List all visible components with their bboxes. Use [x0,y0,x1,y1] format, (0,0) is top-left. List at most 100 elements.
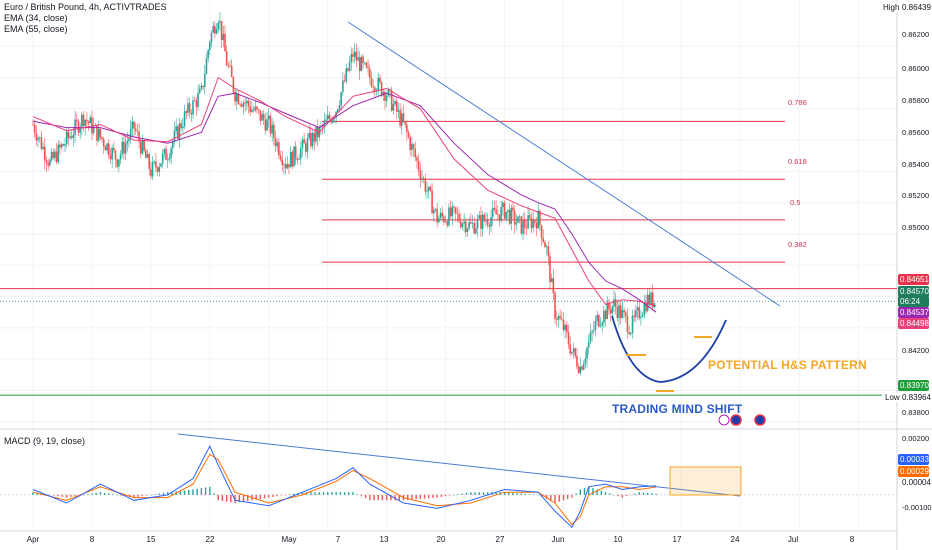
candle-body [42,146,44,150]
candle-body [321,126,324,127]
candle-body [598,315,600,327]
macd-hist-bar [588,486,590,495]
macd-hist-bar [419,494,422,499]
candle-body [483,214,486,221]
candle-body [138,131,140,142]
candle-body [619,305,622,318]
candle-body [426,190,428,192]
candle-body [643,302,646,315]
candle-body [279,155,282,160]
candle-body [32,124,34,126]
candle-body [207,50,209,59]
candle-body [572,348,575,352]
x-tick: 27 [495,535,505,544]
candle-body [69,136,71,138]
macd-hist-bar [478,492,480,495]
macd-hist-bar [520,493,523,495]
candle-body [502,202,504,208]
macd-hist-bar [571,494,573,498]
candle-body [55,151,58,163]
candle-body [441,212,444,217]
macd-hist-bar [651,493,653,495]
y-tick: 0.86200 [902,30,930,39]
candle-body [298,158,300,160]
candle-body [377,77,380,91]
y-tick: 0.85400 [902,160,930,169]
macd-hist-bar [276,494,278,497]
macd-hist-bar [91,493,93,495]
macd-hist-bar [411,494,413,500]
macd-hist-bar [529,494,531,495]
macd-hist-bar [377,494,379,501]
candle-body [247,100,250,107]
candle-body [278,142,280,156]
candle-body [45,160,48,163]
candle-body [178,123,181,139]
candle-body [171,141,174,149]
candle-body [577,366,580,373]
candle-body [261,113,263,121]
candle-body [650,292,652,305]
macd-hist-bar [474,492,476,495]
candle-body [624,312,627,316]
x-tick: 10 [613,535,623,544]
candle-body [480,215,482,229]
candle-body [414,149,417,158]
hist-value-tag: 0.00004 [902,478,931,487]
macd-hist-bar [609,493,611,495]
candle-body [64,144,66,146]
macd-hist-bar [554,494,556,503]
macd-hist-bar [213,493,215,495]
candle-body [503,202,506,219]
candle-body [153,161,156,163]
candle-body [111,147,113,160]
candle-body [232,77,235,92]
macd-hist-bar [508,492,510,495]
macd-hist-bar [230,494,232,503]
candle-body [177,126,179,139]
macd-hist-bar [280,494,283,496]
candle-body [431,190,433,214]
candle-body [347,68,349,71]
macd-hist-bar [423,494,426,499]
macd-hist-bar [242,494,245,502]
candle-body [224,33,226,52]
candle-body [107,143,110,156]
candle-body [508,209,511,224]
candle-body [591,331,593,333]
candle-body [582,363,585,370]
candle-body [353,51,356,57]
candle-body [246,100,248,104]
candle-body [507,209,509,212]
candle-body [192,100,194,115]
candle-body [436,208,438,223]
candle-body [126,140,129,144]
candle-body [498,214,501,221]
candle-body [293,146,295,167]
macd-hist-bar [428,494,430,499]
candle-body [141,140,144,154]
candle-body [592,330,595,332]
candle-body [631,315,634,334]
candle-body [146,154,149,158]
candle-body [606,302,609,320]
candle-body [491,207,494,218]
candle-body [244,102,246,104]
macd-hist-bar [335,492,337,495]
macd-hist-bar [234,494,236,503]
candle-body [547,246,550,257]
macd-hist-bar [613,494,615,496]
candle-body [451,206,454,217]
macd-hist-bar [596,489,598,495]
candle-body [429,186,432,191]
candle-body [616,306,619,318]
candle-body [325,119,327,121]
macd-hist-bar [642,492,645,495]
candle-body [635,310,637,317]
macd-hist-bar [436,494,438,498]
x-tick: Apr [26,535,40,544]
macd-hist-bar [167,492,169,495]
y-tick: 0.86000 [902,64,930,73]
macd-hist-bar [579,489,581,495]
